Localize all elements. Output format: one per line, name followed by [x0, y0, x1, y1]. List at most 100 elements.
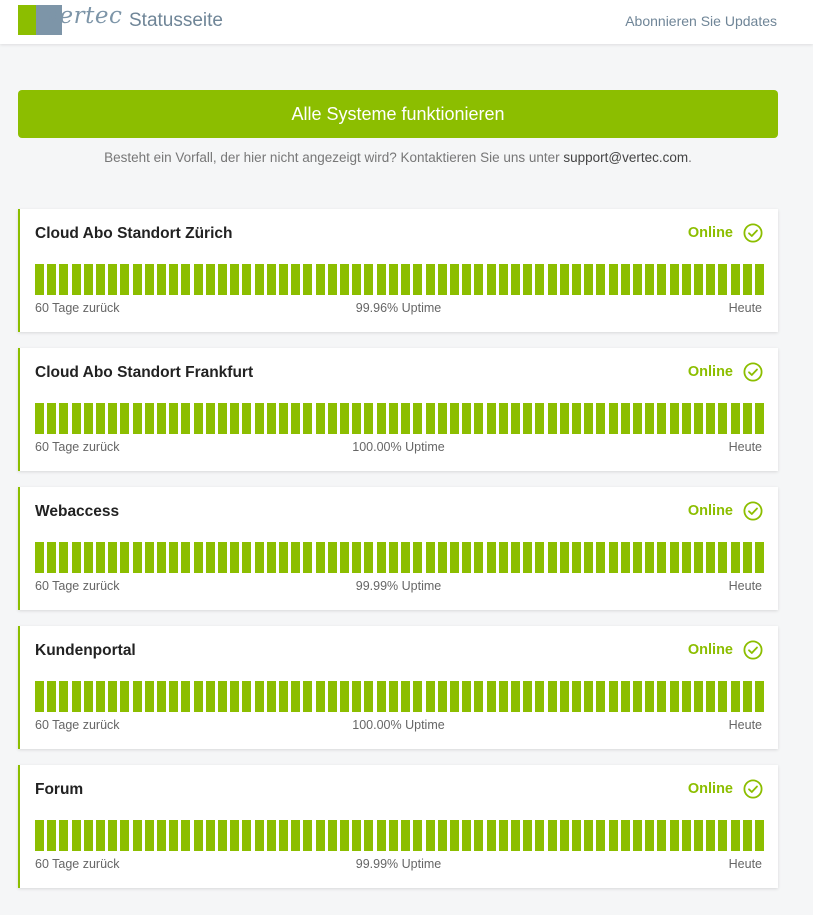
uptime-day-bar[interactable]	[108, 820, 118, 851]
uptime-day-bar[interactable]	[510, 820, 520, 851]
uptime-day-bar[interactable]	[120, 403, 130, 434]
uptime-day-bar[interactable]	[437, 264, 447, 295]
uptime-day-bar[interactable]	[157, 542, 167, 573]
uptime-day-bar[interactable]	[571, 264, 581, 295]
uptime-day-bar[interactable]	[96, 542, 106, 573]
uptime-day-bar[interactable]	[596, 403, 606, 434]
support-email-link[interactable]: support@vertec.com	[563, 150, 689, 165]
uptime-day-bar[interactable]	[608, 820, 618, 851]
uptime-day-bar[interactable]	[205, 681, 215, 712]
uptime-day-bar[interactable]	[315, 264, 325, 295]
uptime-day-bar[interactable]	[108, 681, 118, 712]
uptime-day-bar[interactable]	[230, 820, 240, 851]
uptime-day-bar[interactable]	[596, 820, 606, 851]
uptime-day-bar[interactable]	[535, 542, 545, 573]
uptime-day-bar[interactable]	[449, 264, 459, 295]
uptime-day-bar[interactable]	[47, 542, 57, 573]
uptime-day-bar[interactable]	[449, 542, 459, 573]
uptime-day-bar[interactable]	[754, 403, 764, 434]
uptime-day-bar[interactable]	[266, 403, 276, 434]
uptime-day-bar[interactable]	[59, 403, 69, 434]
uptime-day-bar[interactable]	[571, 403, 581, 434]
uptime-day-bar[interactable]	[193, 820, 203, 851]
uptime-day-bar[interactable]	[547, 820, 557, 851]
uptime-day-bar[interactable]	[620, 403, 630, 434]
uptime-day-bar[interactable]	[657, 403, 667, 434]
uptime-day-bar[interactable]	[657, 264, 667, 295]
uptime-day-bar[interactable]	[486, 681, 496, 712]
uptime-day-bar[interactable]	[559, 264, 569, 295]
uptime-day-bar[interactable]	[47, 264, 57, 295]
uptime-day-bar[interactable]	[474, 403, 484, 434]
uptime-day-bar[interactable]	[352, 681, 362, 712]
uptime-day-bar[interactable]	[645, 403, 655, 434]
uptime-day-bar[interactable]	[706, 820, 716, 851]
uptime-day-bar[interactable]	[523, 542, 533, 573]
uptime-day-bar[interactable]	[437, 403, 447, 434]
uptime-day-bar[interactable]	[510, 542, 520, 573]
uptime-day-bar[interactable]	[59, 542, 69, 573]
uptime-day-bar[interactable]	[632, 403, 642, 434]
uptime-day-bar[interactable]	[620, 264, 630, 295]
uptime-day-bar[interactable]	[108, 264, 118, 295]
uptime-day-bar[interactable]	[742, 542, 752, 573]
uptime-day-bar[interactable]	[132, 403, 142, 434]
uptime-day-bar[interactable]	[83, 542, 93, 573]
uptime-day-bar[interactable]	[291, 820, 301, 851]
uptime-day-bar[interactable]	[632, 264, 642, 295]
uptime-day-bar[interactable]	[462, 403, 472, 434]
uptime-day-bar[interactable]	[706, 681, 716, 712]
uptime-day-bar[interactable]	[230, 681, 240, 712]
uptime-day-bar[interactable]	[35, 820, 44, 851]
uptime-day-bar[interactable]	[657, 681, 667, 712]
uptime-day-bar[interactable]	[327, 264, 337, 295]
uptime-day-bar[interactable]	[523, 681, 533, 712]
uptime-day-bar[interactable]	[120, 820, 130, 851]
uptime-day-bar[interactable]	[742, 681, 752, 712]
uptime-day-bar[interactable]	[657, 820, 667, 851]
uptime-day-bar[interactable]	[645, 820, 655, 851]
uptime-day-bar[interactable]	[388, 820, 398, 851]
uptime-day-bar[interactable]	[596, 542, 606, 573]
uptime-day-bar[interactable]	[376, 542, 386, 573]
uptime-day-bar[interactable]	[254, 681, 264, 712]
uptime-day-bar[interactable]	[559, 403, 569, 434]
uptime-day-bar[interactable]	[35, 542, 44, 573]
uptime-day-bar[interactable]	[413, 681, 423, 712]
uptime-day-bar[interactable]	[132, 264, 142, 295]
uptime-day-bar[interactable]	[96, 264, 106, 295]
uptime-day-bar[interactable]	[266, 264, 276, 295]
uptime-day-bar[interactable]	[303, 403, 313, 434]
uptime-day-bar[interactable]	[279, 820, 289, 851]
uptime-day-bar[interactable]	[486, 264, 496, 295]
uptime-day-bar[interactable]	[132, 820, 142, 851]
uptime-day-bar[interactable]	[559, 681, 569, 712]
uptime-day-bar[interactable]	[327, 403, 337, 434]
uptime-day-bar[interactable]	[388, 403, 398, 434]
uptime-day-bar[interactable]	[413, 403, 423, 434]
uptime-day-bar[interactable]	[742, 264, 752, 295]
uptime-day-bar[interactable]	[706, 403, 716, 434]
uptime-day-bar[interactable]	[388, 681, 398, 712]
uptime-day-bar[interactable]	[681, 264, 691, 295]
uptime-day-bar[interactable]	[486, 820, 496, 851]
uptime-day-bar[interactable]	[498, 264, 508, 295]
uptime-day-bar[interactable]	[681, 820, 691, 851]
uptime-day-bar[interactable]	[59, 820, 69, 851]
uptime-day-bar[interactable]	[315, 820, 325, 851]
uptime-day-bar[interactable]	[754, 681, 764, 712]
uptime-day-bar[interactable]	[327, 542, 337, 573]
uptime-day-bar[interactable]	[266, 681, 276, 712]
uptime-day-bar[interactable]	[279, 403, 289, 434]
uptime-day-bar[interactable]	[303, 681, 313, 712]
uptime-day-bar[interactable]	[364, 403, 374, 434]
uptime-day-bar[interactable]	[83, 820, 93, 851]
uptime-day-bar[interactable]	[327, 820, 337, 851]
uptime-day-bar[interactable]	[71, 542, 81, 573]
uptime-day-bar[interactable]	[437, 681, 447, 712]
uptime-day-bar[interactable]	[340, 264, 350, 295]
uptime-day-bar[interactable]	[401, 403, 411, 434]
uptime-day-bar[interactable]	[144, 820, 154, 851]
uptime-day-bar[interactable]	[535, 820, 545, 851]
uptime-day-bar[interactable]	[413, 820, 423, 851]
